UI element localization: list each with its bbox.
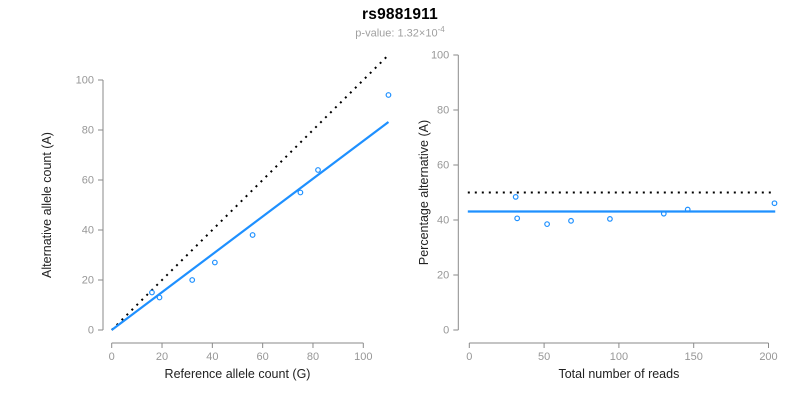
figure-header: rs9881911 p-value: 1.32×10-4 [0,0,800,40]
x-tick-label: 40 [206,351,218,363]
page-title: rs9881911 [362,6,438,23]
y-tick-label: 40 [437,215,449,227]
data-points [512,193,778,228]
data-point [771,200,778,207]
x-tick-label: 80 [307,351,319,363]
tick-labels: 0 20 40 60 80 100 0 20 40 60 80 100 [76,75,373,364]
data-points [149,92,392,301]
x-tick-label: 50 [538,351,550,363]
data-point [660,210,667,217]
tick-labels: 0 20 40 60 80 100 0 50 100 150 200 [431,50,778,364]
axes [453,54,769,348]
data-point [607,215,613,222]
x-tick-label: 100 [354,351,372,363]
data-point [156,294,163,301]
x-tick-label: 60 [257,351,269,363]
data-point [211,259,218,266]
x-axis-title: Total number of reads [558,367,679,381]
data-point [385,92,392,98]
x-tick-label: 200 [759,351,777,363]
data-point [568,217,574,224]
allele-counts-plot: 0 20 40 60 80 100 0 20 40 60 80 100 Reference allele… [40,54,392,381]
y-tick-label: 80 [437,105,449,117]
data-point [544,221,550,228]
y-tick-label: 100 [76,75,94,87]
data-point [189,277,196,283]
y-tick-label: 60 [82,175,94,187]
y-axis-title: Percentage alternative (A) [417,120,431,265]
y-tick-label: 20 [82,275,94,287]
x-axis-title: Reference allele count (G) [165,367,311,381]
data-point [297,189,304,196]
data-point [514,215,521,222]
pvalue-exponent: -4 [437,25,445,34]
data-point [149,289,155,296]
allele-count-chart: 0 20 40 60 80 100 0 20 40 60 80 100 Reference allele… [0,45,400,400]
percentage-alternative-plot: 0 20 40 60 80 100 0 50 100 150 200 Total number of … [417,50,778,382]
y-tick-label: 60 [437,160,449,172]
data-point [684,206,691,213]
y-tick-label: 0 [443,325,449,337]
pvalue-subtitle: p-value: 1.32×10-4 [0,25,800,40]
x-tick-label: 100 [610,351,628,363]
pvalue-text: p-value: 1.32×10 [355,27,438,40]
identity-line [110,54,390,331]
fit-line [111,121,390,331]
percentage-chart: 0 20 40 60 80 100 0 50 100 150 200 Total number of … [400,45,800,400]
y-axis-title: Alternative allele count (A) [40,132,54,278]
x-tick-label: 0 [109,351,115,363]
x-tick-label: 150 [685,351,703,363]
y-tick-label: 20 [437,270,449,282]
y-tick-label: 0 [88,325,94,337]
x-tick-label: 0 [466,351,472,363]
axes [98,79,364,348]
y-tick-label: 40 [82,225,94,237]
y-tick-label: 80 [82,125,94,137]
data-point [249,232,256,238]
data-point [512,193,519,200]
y-tick-label: 100 [431,50,449,62]
x-tick-label: 20 [156,351,168,363]
data-point [315,167,321,173]
